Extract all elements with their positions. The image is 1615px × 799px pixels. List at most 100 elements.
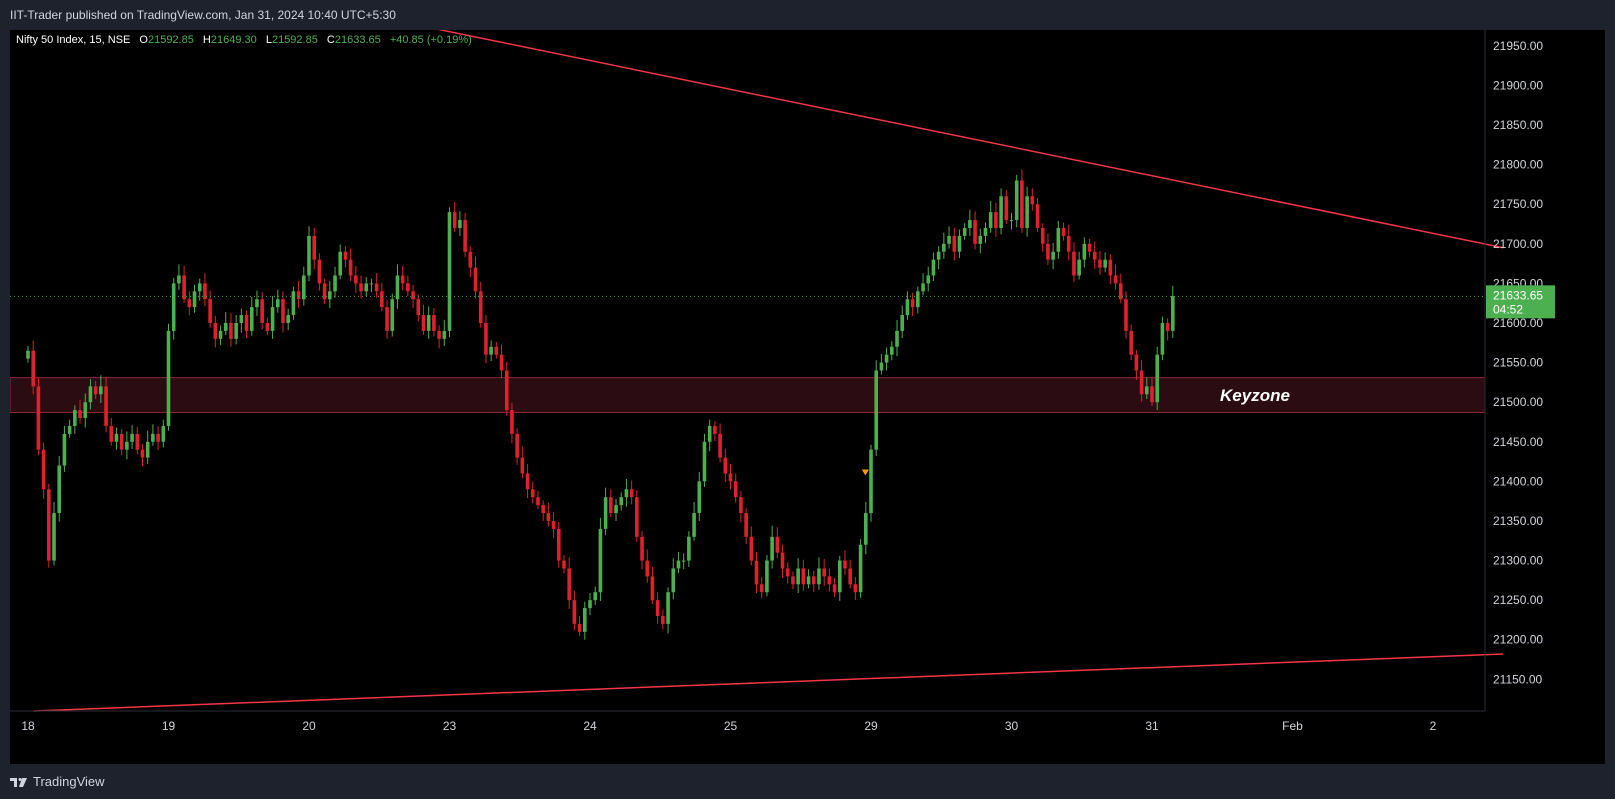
- candle-body: [515, 433, 519, 458]
- x-tick-label: 23: [443, 719, 457, 733]
- candle-body: [395, 275, 400, 300]
- candle-body: [931, 259, 936, 276]
- candle-body: [510, 410, 514, 434]
- candle-body: [291, 291, 296, 316]
- candle-body: [359, 283, 363, 292]
- candle-body: [348, 259, 353, 276]
- candle-body: [754, 560, 759, 585]
- candle-body: [588, 600, 592, 609]
- keyzone-label: Keyzone: [1220, 386, 1290, 405]
- candle-body: [718, 433, 722, 458]
- y-tick-label: 21950.00: [1493, 39, 1543, 53]
- chart-area[interactable]: Keyzone 21950.00 21900.00 21850.00 21800.00 2…: [10, 30, 1605, 764]
- ohlc-legend: Nifty 50 Index, 15, NSE O21592.85 H21649…: [16, 34, 472, 46]
- candle-body: [593, 592, 598, 601]
- candle-body: [307, 235, 311, 276]
- candle-body: [171, 283, 176, 331]
- candle-body: [374, 283, 379, 292]
- candle-body: [197, 283, 202, 292]
- candle-body: [140, 449, 145, 458]
- candle-body: [765, 560, 769, 593]
- candle-body: [973, 220, 977, 244]
- candle-body: [343, 251, 348, 260]
- y-tick-label: 21800.00: [1493, 158, 1543, 172]
- candle-body: [978, 235, 983, 244]
- candle-body: [67, 425, 72, 434]
- candle-body: [952, 235, 957, 252]
- candle-body: [994, 212, 998, 228]
- candle-body: [676, 560, 681, 569]
- keyzone-rect[interactable]: [10, 377, 1486, 413]
- candle-body: [536, 497, 540, 506]
- candle-body: [1004, 196, 1009, 221]
- candle-body: [1118, 283, 1123, 300]
- x-tick-label: 30: [1005, 719, 1019, 733]
- x-tick-label: 20: [302, 719, 316, 733]
- candle-body: [853, 584, 858, 593]
- candle-body: [1082, 243, 1087, 260]
- y-tick-label: 21750.00: [1493, 197, 1543, 211]
- candle-body: [1061, 227, 1066, 236]
- candle-body: [416, 299, 421, 316]
- candle-body: [999, 196, 1003, 228]
- candle-body: [671, 568, 676, 593]
- candle-body: [130, 433, 134, 442]
- candle-body: [478, 291, 483, 323]
- candle-body: [942, 243, 946, 252]
- candle-body: [687, 536, 691, 561]
- candle-body: [822, 568, 826, 577]
- candle-body: [99, 386, 103, 395]
- candle-body: [905, 299, 910, 316]
- high-value: 21649.30: [210, 34, 257, 46]
- y-tick-label: 21250.00: [1493, 593, 1543, 607]
- candle-body: [78, 410, 82, 419]
- candle-body: [629, 489, 634, 498]
- candle-body: [442, 330, 447, 339]
- trendline-lower[interactable]: [33, 653, 1504, 712]
- candle-body: [390, 299, 395, 331]
- candle-body: [41, 449, 46, 490]
- candle-body: [983, 227, 988, 236]
- candle-body: [426, 315, 431, 331]
- candlestick-chart[interactable]: Keyzone 21950.00 21900.00 21850.00 21800.00 2…: [10, 30, 1605, 764]
- candle-body: [817, 568, 821, 585]
- candle-body: [739, 497, 743, 514]
- candle-body: [1009, 220, 1014, 222]
- candle-body: [52, 513, 56, 561]
- candle-body: [1040, 227, 1045, 244]
- x-tick-label: 24: [583, 719, 597, 733]
- candle-body: [1144, 386, 1149, 395]
- candle-body: [556, 528, 561, 561]
- candle-body: [260, 299, 264, 323]
- candle-body: [218, 330, 223, 339]
- candle-body: [759, 584, 764, 593]
- publish-info: IIT-Trader published on TradingView.com,…: [0, 0, 1615, 30]
- candle-body: [609, 497, 613, 514]
- candle-body: [31, 350, 36, 387]
- candle-body: [796, 568, 800, 585]
- candle-body: [910, 299, 915, 308]
- candle-body: [270, 307, 275, 331]
- candle-body: [1077, 259, 1081, 276]
- candle-body: [1108, 259, 1113, 276]
- candle-body: [567, 568, 571, 601]
- candle-body: [1025, 196, 1029, 228]
- candle-body: [832, 584, 837, 593]
- candle-body: [166, 330, 171, 426]
- candle-body: [249, 307, 254, 331]
- y-tick-label: 21200.00: [1493, 633, 1543, 647]
- trendline-upper[interactable]: [383, 30, 1504, 249]
- candle-body: [36, 386, 41, 450]
- candle-body: [962, 227, 967, 236]
- candle-body: [791, 576, 795, 585]
- candle-body: [145, 441, 150, 458]
- candle-body: [406, 283, 410, 292]
- candle-body: [728, 473, 733, 482]
- candle-body: [281, 299, 285, 323]
- candle-body: [1098, 259, 1102, 268]
- tradingview-brand[interactable]: TradingView: [10, 774, 105, 789]
- candle-body: [223, 322, 228, 331]
- candle-body: [156, 433, 160, 442]
- candle-body: [62, 433, 67, 466]
- candle-body: [364, 283, 369, 292]
